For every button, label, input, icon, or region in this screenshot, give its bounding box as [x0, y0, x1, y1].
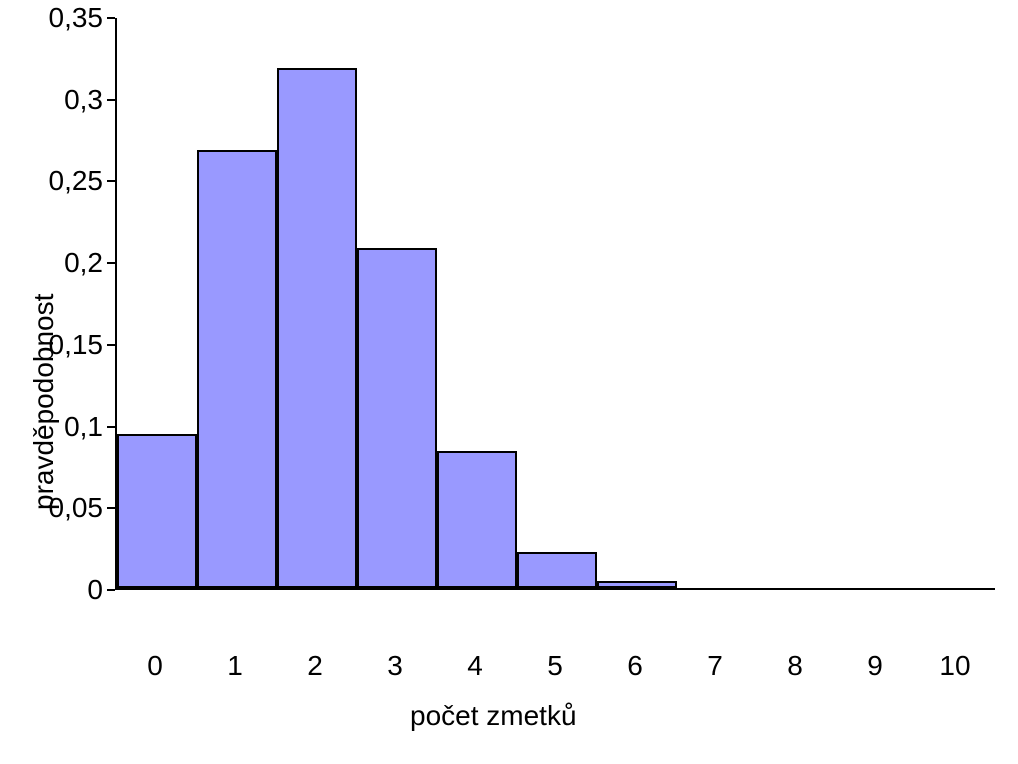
y-tick-mark	[107, 180, 115, 182]
x-tick-label: 1	[195, 650, 275, 682]
y-tick-label: 0,1	[23, 411, 103, 443]
x-tick-label: 2	[275, 650, 355, 682]
y-tick-mark	[107, 262, 115, 264]
y-tick-label: 0,35	[23, 2, 103, 34]
x-axis-title: počet zmetků	[410, 700, 577, 732]
bar	[277, 68, 357, 588]
bar	[357, 248, 437, 588]
y-tick-label: 0	[23, 574, 103, 606]
y-tick-label: 0,05	[23, 492, 103, 524]
x-tick-label: 10	[915, 650, 995, 682]
bar	[597, 581, 677, 588]
y-tick-mark	[107, 589, 115, 591]
plot-area	[115, 18, 995, 590]
x-tick-label: 8	[755, 650, 835, 682]
y-tick-mark	[107, 507, 115, 509]
y-tick-mark	[107, 99, 115, 101]
bar	[117, 434, 197, 588]
y-tick-label: 0,25	[23, 165, 103, 197]
y-tick-mark	[107, 344, 115, 346]
y-tick-label: 0,3	[23, 84, 103, 116]
y-tick-mark	[107, 426, 115, 428]
x-tick-label: 4	[435, 650, 515, 682]
x-tick-label: 9	[835, 650, 915, 682]
x-tick-label: 7	[675, 650, 755, 682]
x-tick-label: 3	[355, 650, 435, 682]
x-tick-label: 0	[115, 650, 195, 682]
y-axis-title: pravděpodobnost	[28, 294, 60, 510]
bar	[437, 451, 517, 588]
bar	[197, 150, 277, 588]
y-tick-label: 0,15	[23, 329, 103, 361]
y-tick-mark	[107, 17, 115, 19]
y-tick-label: 0,2	[23, 247, 103, 279]
x-tick-label: 6	[595, 650, 675, 682]
histogram-chart: pravděpodobnost počet zmetků 0 0,05 0,1 0,1…	[0, 0, 1018, 764]
x-tick-label: 5	[515, 650, 595, 682]
bar	[517, 552, 597, 588]
